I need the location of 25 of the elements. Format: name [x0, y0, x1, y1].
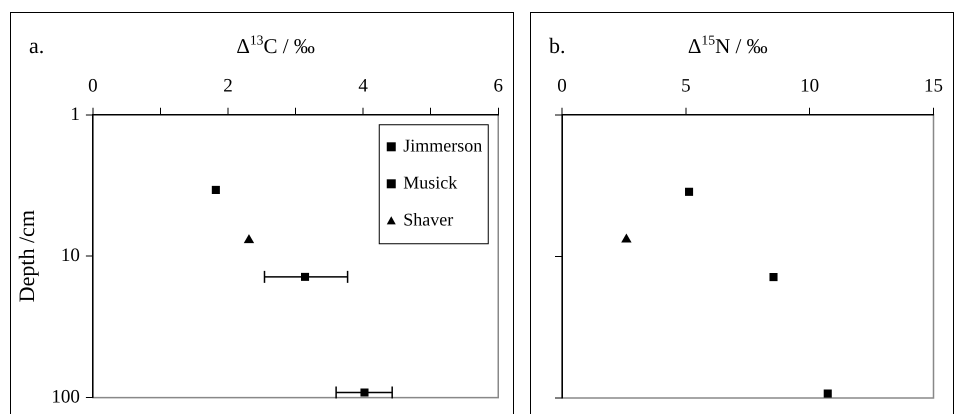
- x-tick-label: 10: [800, 75, 820, 96]
- y-tick-label: 1: [70, 104, 80, 125]
- x-tick-label: 2: [223, 75, 233, 96]
- y-tick-label: 10: [60, 245, 80, 266]
- point: [244, 234, 254, 244]
- point: [824, 390, 832, 398]
- point: [622, 234, 632, 243]
- x-tick-label: 5: [681, 75, 691, 96]
- legend-label: Jimmerson: [403, 136, 482, 156]
- legend-label: Musick: [403, 172, 458, 193]
- x-tick-label: 15: [924, 75, 943, 96]
- legend-label: Shaver: [403, 210, 454, 230]
- x-tick-label: 4: [358, 75, 368, 96]
- point: [769, 273, 778, 282]
- x-tick-label: 0: [557, 75, 567, 96]
- point: [212, 186, 220, 194]
- y-tick-label: 100: [51, 386, 80, 408]
- chart-title: b.: [549, 33, 566, 58]
- y-axis-title: Depth /cm: [14, 210, 39, 302]
- point: [685, 188, 694, 196]
- x-tick-label: 6: [494, 75, 503, 96]
- x-tick-label: 0: [88, 75, 98, 96]
- point: [360, 388, 369, 397]
- chart-title: a.: [29, 33, 44, 58]
- point: [301, 272, 310, 281]
